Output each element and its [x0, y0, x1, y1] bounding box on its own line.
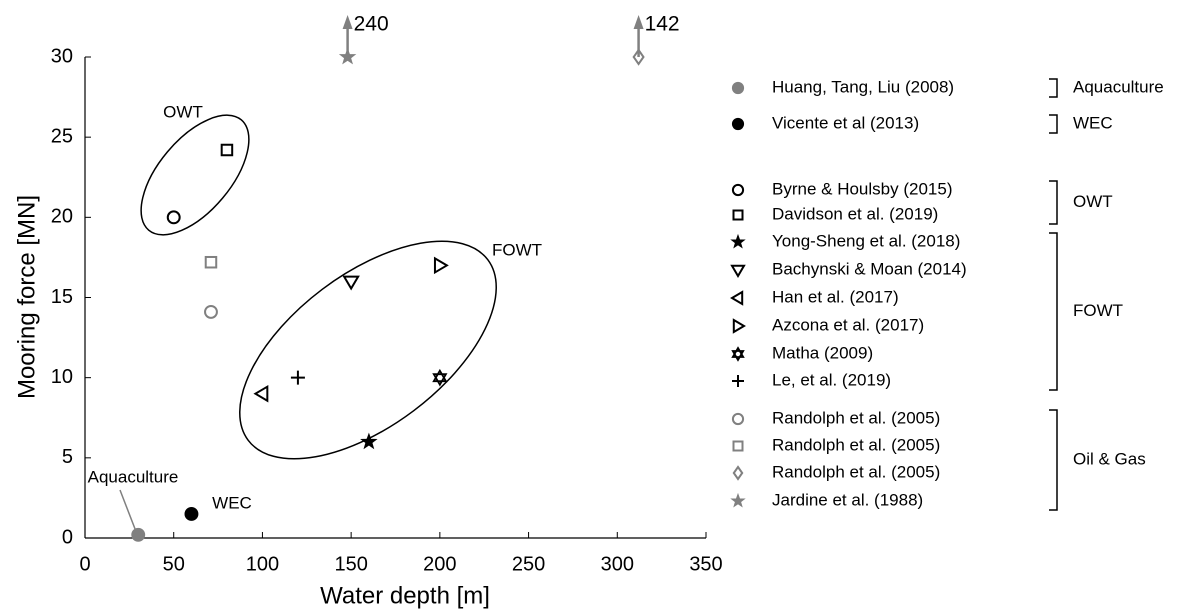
marker — [166, 210, 181, 225]
y-tick-label: 20 — [51, 206, 73, 228]
legend-label: Vicente et al (2013) — [772, 113, 919, 132]
fowt-ellipse — [239, 240, 497, 460]
annotation: FOWT — [492, 240, 542, 259]
legend-label: Huang, Tang, Liu (2008) — [772, 77, 954, 96]
annotation: WEC — [212, 493, 252, 512]
group-bracket — [1049, 114, 1058, 134]
group-bracket — [1049, 409, 1058, 511]
legend-marker — [730, 492, 746, 508]
marker — [131, 527, 146, 542]
annotation: Aquaculture — [88, 467, 179, 486]
marker — [204, 304, 218, 319]
legend-marker — [732, 465, 744, 481]
group-bracket — [1049, 180, 1058, 225]
y-tick-label: 0 — [62, 526, 73, 548]
arrow-head — [633, 15, 644, 29]
legend-marker — [732, 318, 746, 334]
legend-label: Bachynski & Moan (2014) — [772, 259, 967, 278]
y-tick-label: 25 — [51, 125, 73, 147]
y-tick-label: 10 — [51, 366, 73, 388]
legend-marker — [732, 375, 744, 387]
legend-label: Le, et al. (2019) — [772, 370, 891, 389]
legend-marker — [731, 412, 745, 426]
y-axis-label: Mooring force [MN] — [13, 195, 40, 399]
legend-label: Randolph et al. (2005) — [772, 462, 940, 481]
marker — [338, 47, 357, 65]
marker — [433, 256, 449, 275]
legend-label: Byrne & Houlsby (2015) — [772, 179, 952, 198]
marker — [184, 507, 199, 521]
x-axis-label: Water depth [m] — [320, 582, 490, 609]
legend-marker — [731, 183, 745, 197]
group-label: FOWT — [1073, 301, 1123, 320]
marker — [290, 370, 305, 385]
x-tick-label: 0 — [79, 553, 90, 575]
legend-label: Matha (2009) — [772, 343, 873, 362]
legend-label: Randolph et al. (2005) — [772, 435, 940, 454]
y-tick-label: 15 — [51, 286, 73, 308]
x-tick-label: 150 — [334, 553, 367, 575]
x-tick-label: 300 — [601, 553, 634, 575]
legend-marker — [730, 264, 746, 278]
marker — [220, 143, 234, 157]
y-tick-label: 30 — [51, 45, 73, 67]
group-label: WEC — [1073, 113, 1113, 132]
x-tick-label: 200 — [423, 553, 456, 575]
owt-ellipse — [140, 114, 250, 236]
x-tick-label: 250 — [512, 553, 545, 575]
x-tick-label: 350 — [689, 553, 722, 575]
legend-marker — [731, 117, 745, 131]
legend-label: Davidson et al. (2019) — [772, 204, 938, 223]
marker — [204, 255, 218, 269]
legend-label: Yong-Sheng et al. (2018) — [772, 231, 960, 250]
legend-marker — [731, 346, 745, 362]
annotation: OWT — [163, 102, 203, 121]
group-bracket — [1049, 78, 1058, 98]
marker — [360, 432, 378, 450]
legend-label: Randolph et al. (2005) — [772, 408, 940, 427]
leader-line — [119, 489, 138, 535]
marker — [342, 275, 360, 291]
marker — [632, 48, 645, 66]
marker — [432, 368, 448, 387]
group-label: OWT — [1073, 192, 1113, 211]
legend-label: Han et al. (2017) — [772, 287, 899, 306]
legend-marker — [732, 440, 744, 452]
arrow-label: 142 — [645, 13, 680, 36]
legend-label: Jardine et al. (1988) — [772, 490, 923, 509]
legend-marker — [732, 209, 744, 221]
group-label: Aquaculture — [1073, 77, 1164, 96]
x-tick-label: 50 — [163, 553, 185, 575]
group-label: Oil & Gas — [1073, 449, 1146, 468]
group-bracket — [1049, 232, 1058, 391]
arrow-label: 240 — [354, 13, 389, 36]
legend-marker — [730, 233, 746, 249]
legend-label: Azcona et al. (2017) — [772, 315, 924, 334]
x-tick-label: 100 — [246, 553, 279, 575]
marker — [253, 384, 269, 403]
arrow-head — [342, 15, 353, 29]
y-tick-label: 5 — [62, 446, 73, 468]
legend-marker — [731, 81, 745, 95]
legend-marker — [730, 290, 744, 306]
